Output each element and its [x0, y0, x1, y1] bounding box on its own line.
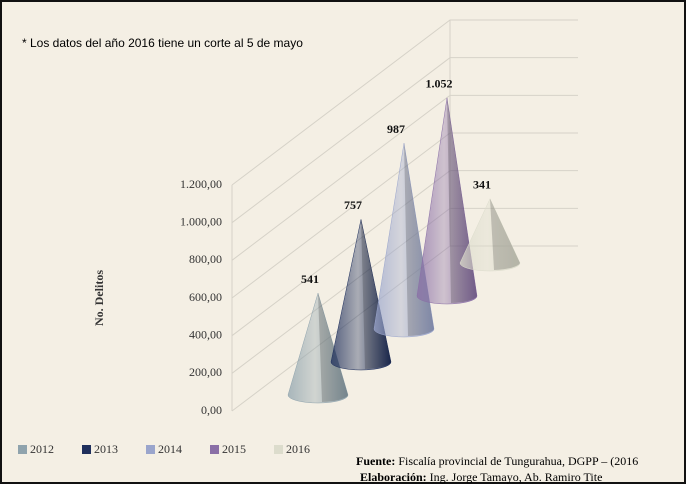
source-label: Fuente: — [356, 454, 395, 468]
cone — [330, 219, 392, 371]
credits-text: Ing. Jorge Tamayo, Ab. Ramiro Tite — [427, 470, 603, 484]
y-tick-label: 800,00 — [189, 252, 222, 266]
y-axis-label: No. Delitos — [92, 270, 106, 326]
legend-label: 2012 — [30, 442, 54, 456]
credits-label: Elaboración: — [360, 470, 427, 484]
credits: Elaboración: Ing. Jorge Tamayo, Ab. Rami… — [360, 470, 602, 484]
legend-swatch — [82, 445, 91, 454]
legend-label: 2014 — [158, 442, 182, 456]
cone — [416, 97, 478, 305]
legend-swatch — [210, 445, 219, 454]
y-tick-label: 200,00 — [189, 365, 222, 379]
legend-label: 2015 — [222, 442, 246, 456]
source-text: Fiscalía provincial de Tungurahua, DGPP … — [395, 454, 638, 468]
value-label: 987 — [387, 122, 405, 136]
source: Fuente: Fiscalía provincial de Tungurahu… — [356, 454, 638, 468]
value-label: 757 — [344, 198, 362, 212]
y-tick-label: 0,00 — [201, 403, 222, 417]
cone-shade — [318, 293, 348, 402]
legend-swatch — [274, 445, 283, 454]
value-label: 341 — [473, 178, 491, 192]
legend-swatch — [18, 445, 27, 454]
cone — [287, 292, 349, 404]
y-tick-label: 1.200,00 — [180, 177, 222, 191]
y-tick-label: 400,00 — [189, 327, 222, 341]
y-tick-label: 1.000,00 — [180, 214, 222, 228]
value-label: 541 — [301, 272, 319, 286]
annotation: * Los datos del año 2016 tiene un corte … — [22, 36, 303, 50]
cone-shade — [490, 198, 520, 270]
value-label: 1.052 — [426, 77, 453, 91]
legend-swatch — [146, 445, 155, 454]
legend-label: 2013 — [94, 442, 118, 456]
cone — [459, 198, 521, 272]
y-tick-label: 600,00 — [189, 290, 222, 304]
legend-label: 2016 — [286, 442, 310, 456]
